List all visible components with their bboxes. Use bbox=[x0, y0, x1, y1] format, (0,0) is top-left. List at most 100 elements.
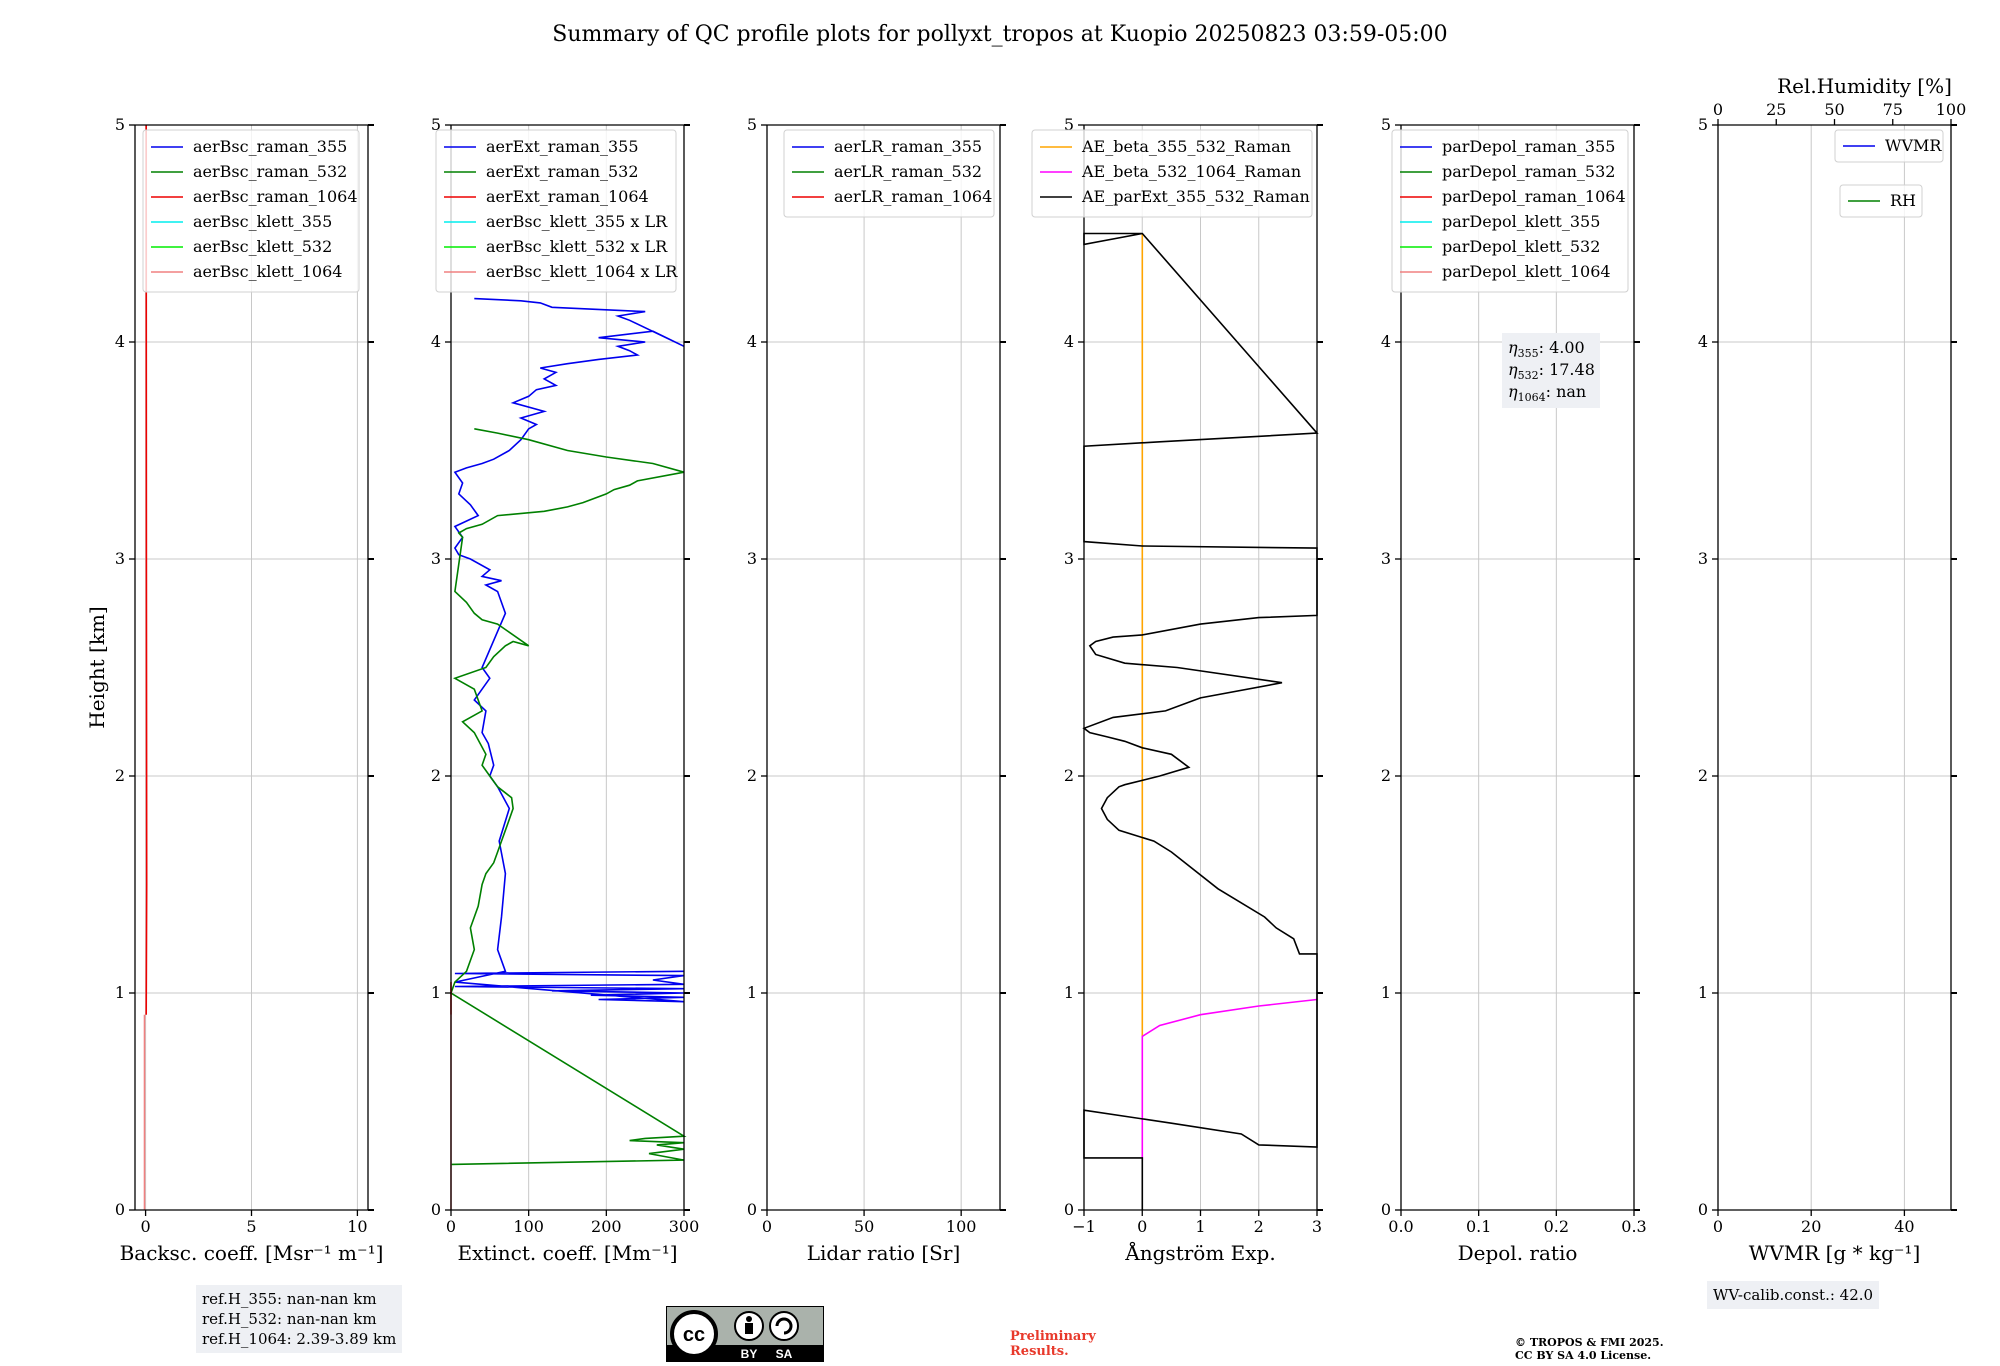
x-tick-label: 0.3 bbox=[1621, 1217, 1646, 1236]
refh-355-text: ref.H_355: nan-nan km bbox=[202, 1290, 377, 1308]
y-tick-label: 4 bbox=[431, 332, 441, 351]
legend-backscatter: aerBsc_raman_355 aerBsc_raman_532 aerBsc_r… bbox=[142, 129, 360, 293]
top-x-tick-label: 0 bbox=[1713, 100, 1723, 119]
legend-angstrom: AE_beta_355_532_Raman AE_beta_532_1064_Ra… bbox=[1031, 129, 1313, 218]
legend-label: parDepol_raman_532 bbox=[1442, 162, 1615, 181]
eta-annotation-line: η1064: nan bbox=[1508, 382, 1586, 404]
refh-1064-text: ref.H_1064: 2.39-3.89 km bbox=[202, 1330, 397, 1348]
y-tick-label: 2 bbox=[1064, 766, 1074, 785]
y-tick-label: 5 bbox=[115, 115, 125, 134]
x-tick-label: 0 bbox=[446, 1217, 456, 1236]
x-tick-label: 2 bbox=[1254, 1217, 1264, 1236]
legend-label: aerExt_raman_355 bbox=[486, 137, 639, 156]
x-axis-label: Backsc. coeff. [Msr⁻¹ m⁻¹] bbox=[120, 1241, 384, 1265]
legend-label: aerBsc_raman_532 bbox=[193, 162, 347, 181]
legend-box bbox=[1031, 129, 1313, 218]
y-tick-label: 0 bbox=[1064, 1200, 1074, 1219]
legend-box bbox=[783, 129, 995, 218]
refh-532-text: ref.H_532: nan-nan km bbox=[202, 1310, 377, 1328]
y-tick-label: 1 bbox=[115, 983, 125, 1002]
legend-label: aerLR_raman_532 bbox=[834, 162, 982, 181]
y-tick-label: 3 bbox=[1698, 549, 1708, 568]
preliminary-line-1: Preliminary bbox=[1010, 1329, 1096, 1344]
legend-label: aerBsc_klett_532 x LR bbox=[486, 237, 668, 256]
x-axis-label: Ångström Exp. bbox=[1124, 1240, 1275, 1265]
legend-label: aerBsc_raman_1064 bbox=[193, 187, 358, 206]
legend-lidar-ratio: aerLR_raman_355 aerLR_raman_532 aerLR_rama… bbox=[783, 129, 995, 218]
x-tick-label: 0 bbox=[1137, 1217, 1147, 1236]
x-tick-label: 20 bbox=[1801, 1217, 1821, 1236]
x-tick-label: 0 bbox=[762, 1217, 772, 1236]
legend-label: aerExt_raman_1064 bbox=[486, 187, 649, 206]
top-x-tick-label: 25 bbox=[1766, 100, 1786, 119]
legend-label: parDepol_klett_1064 bbox=[1442, 262, 1611, 281]
cc-badge-graphic: cc BY SA bbox=[665, 1305, 825, 1363]
panel-extinction: 0 100 200 300 0 1 2 3 4 5 Extinct. coeff. [Mm⁻¹] ae… bbox=[431, 115, 699, 1265]
legend-label: aerBsc_klett_355 bbox=[193, 212, 332, 231]
y-tick-label: 1 bbox=[431, 983, 441, 1002]
legend-wv: WVMR RH bbox=[1834, 129, 1944, 218]
series-line-ae-beta-532-1064-raman bbox=[1141, 998, 1318, 1161]
legend-label: AE_beta_532_1064_Raman bbox=[1081, 162, 1301, 181]
y-tick-label: 0 bbox=[1698, 1200, 1708, 1219]
legend-label: aerLR_raman_1064 bbox=[834, 187, 992, 206]
top-x-tick-label: 50 bbox=[1824, 100, 1844, 119]
x-tick-label: 0 bbox=[1713, 1217, 1723, 1236]
legend-label: parDepol_raman_1064 bbox=[1442, 187, 1626, 206]
y-tick-label: 2 bbox=[115, 766, 125, 785]
x-tick-label: 0.1 bbox=[1466, 1217, 1491, 1236]
y-tick-label: 1 bbox=[1381, 983, 1391, 1002]
y-tick-label: 4 bbox=[115, 332, 125, 351]
legend-depol: parDepol_raman_355 parDepol_raman_532 parD… bbox=[1391, 129, 1629, 293]
panel-backscatter: 0 5 10 0 1 2 3 4 5 Backsc. coeff. [Msr⁻¹ m⁻¹] Heig… bbox=[85, 115, 383, 1265]
legend-label: parDepol_klett_532 bbox=[1442, 237, 1600, 256]
cc-logo-icon bbox=[670, 1310, 718, 1358]
legend-label: aerBsc_klett_1064 bbox=[193, 262, 342, 281]
legend-label: AE_parExt_355_532_Raman bbox=[1081, 187, 1310, 206]
x-axis-label: Extinct. coeff. [Mm⁻¹] bbox=[457, 1241, 677, 1265]
preliminary-results-note: Preliminary Results. bbox=[1010, 1329, 1096, 1359]
y-tick-label: 2 bbox=[431, 766, 441, 785]
y-tick-label: 0 bbox=[115, 1200, 125, 1219]
x-tick-label: 0.0 bbox=[1388, 1217, 1413, 1236]
y-tick-label: 2 bbox=[747, 766, 757, 785]
legend-extinction: aerExt_raman_355 aerExt_raman_532 aerExt_r… bbox=[435, 129, 678, 293]
legend-label: RH bbox=[1890, 191, 1916, 210]
copyright-note: © TROPOS & FMI 2025. CC BY SA 4.0 Licens… bbox=[1515, 1336, 1664, 1362]
x-tick-label: 100 bbox=[946, 1217, 977, 1236]
eta-annotation-box bbox=[1502, 333, 1600, 408]
series-line-aerext-raman-532 bbox=[450, 428, 687, 1166]
legend-label: AE_beta_355_532_Raman bbox=[1081, 137, 1291, 156]
wv-calibration-box: WV-calib.const.: 42.0 bbox=[1707, 1281, 1880, 1309]
top-x-tick-label: 75 bbox=[1883, 100, 1903, 119]
legend-box bbox=[1839, 184, 1923, 218]
y-tick-label: 0 bbox=[1381, 1200, 1391, 1219]
sa-sharealike-icon bbox=[769, 1311, 799, 1341]
by-label: BY bbox=[741, 1347, 758, 1361]
y-tick-label: 5 bbox=[431, 115, 441, 134]
x-tick-label: 50 bbox=[854, 1217, 874, 1236]
cc-license-badge: cc BY SA bbox=[665, 1305, 825, 1363]
x-tick-label: 1 bbox=[1195, 1217, 1205, 1236]
legend-label: parDepol_raman_355 bbox=[1442, 137, 1615, 156]
x-tick-label: 5 bbox=[246, 1217, 256, 1236]
y-tick-label: 0 bbox=[431, 1200, 441, 1219]
y-tick-label: 4 bbox=[1064, 332, 1074, 351]
y-tick-label: 2 bbox=[1698, 766, 1708, 785]
preliminary-line-2: Results. bbox=[1010, 1344, 1069, 1359]
y-axis-label: Height [km] bbox=[85, 606, 109, 728]
legend-label: aerBsc_klett_355 x LR bbox=[486, 212, 668, 231]
x-axis-label: WVMR [g * kg⁻¹] bbox=[1749, 1241, 1921, 1265]
cc-logo-text: cc bbox=[683, 1324, 705, 1346]
y-tick-label: 3 bbox=[1064, 549, 1074, 568]
x-tick-label: 100 bbox=[513, 1217, 544, 1236]
eta-annotation-line: η355: 4.00 bbox=[1508, 338, 1585, 360]
y-tick-label: 4 bbox=[1381, 332, 1391, 351]
copyright-line-1: © TROPOS & FMI 2025. bbox=[1515, 1336, 1664, 1349]
y-tick-label: 5 bbox=[1698, 115, 1708, 134]
eta-annotation-line: η532: 17.48 bbox=[1508, 360, 1595, 382]
sa-label: SA bbox=[776, 1347, 793, 1361]
legend-box bbox=[142, 129, 360, 293]
